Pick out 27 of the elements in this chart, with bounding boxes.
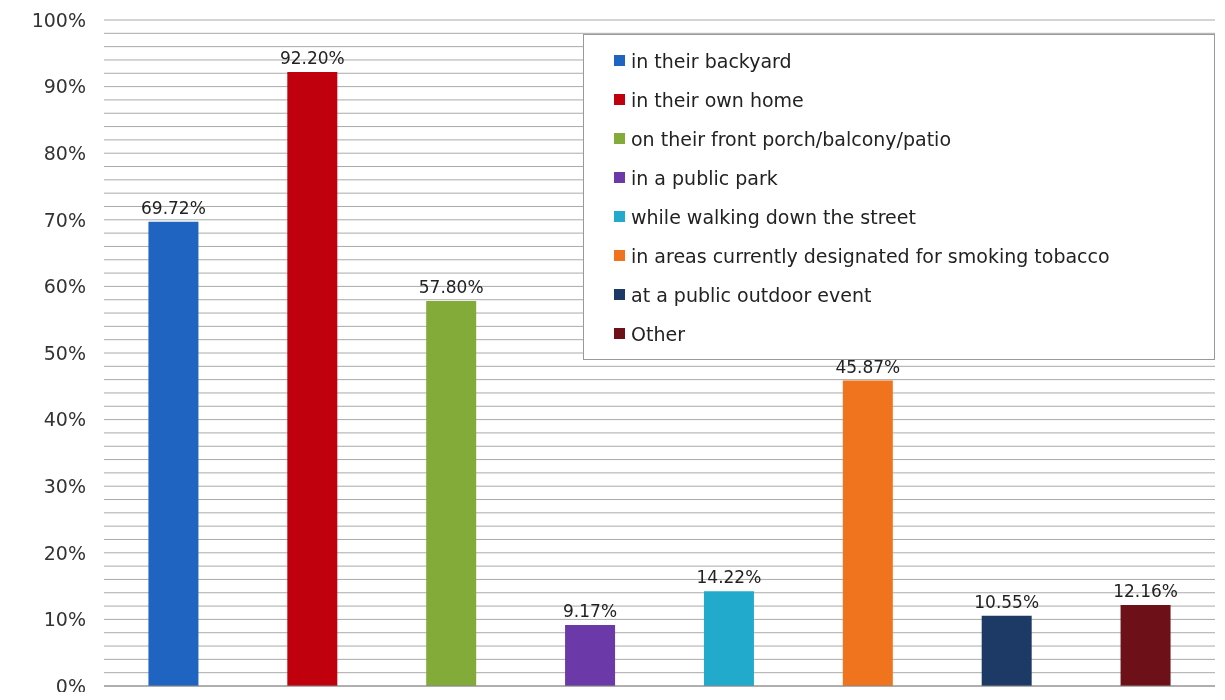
legend-label: Other [631, 322, 685, 345]
data-label: 57.80% [418, 277, 484, 298]
data-label: 92.20% [279, 47, 345, 68]
data-label: 69.72% [141, 197, 206, 218]
legend-label: at a public outdoor event [631, 283, 872, 306]
data-label: 10.55% [974, 591, 1040, 612]
y-tick-label: 80% [43, 141, 86, 164]
y-tick-label: 30% [43, 474, 86, 497]
legend-label: in their backyard [631, 49, 792, 72]
legend-label: in a public park [631, 166, 778, 189]
data-label: 12.16% [1113, 581, 1178, 602]
y-tick-label: 10% [43, 608, 86, 631]
y-tick-label: 90% [43, 75, 86, 98]
y-tick-label: 50% [43, 341, 86, 364]
legend-label: on their front porch/balcony/patio [631, 127, 952, 150]
legend-label: while walking down the street [631, 205, 916, 228]
data-label: 14.22% [696, 567, 762, 588]
y-tick-label: 60% [43, 275, 86, 298]
y-tick-label: 100% [31, 8, 86, 31]
y-tick-label: 20% [43, 541, 86, 564]
legend-label: in their own home [631, 88, 804, 111]
y-tick-label: 70% [43, 208, 86, 231]
legend-label: in areas currently designated for smoking tobacco [631, 244, 1110, 267]
y-tick-label: 40% [43, 408, 86, 431]
y-tick-label: 0% [55, 674, 86, 697]
data-label: 9.17% [563, 600, 618, 621]
data-label: 45.87% [835, 356, 901, 377]
